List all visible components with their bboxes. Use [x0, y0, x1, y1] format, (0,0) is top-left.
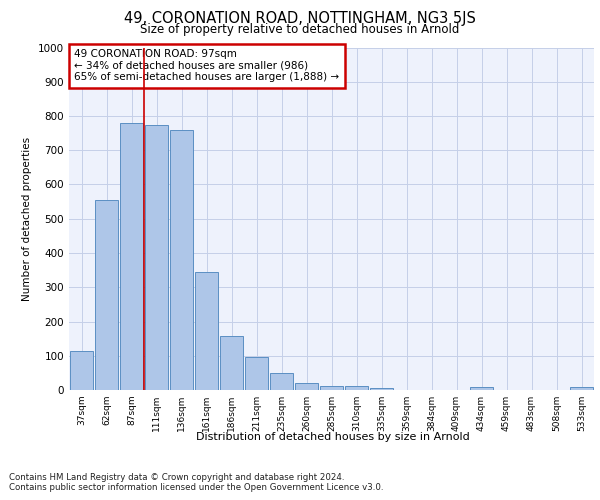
Bar [245, 357, 268, 390]
Bar [95, 200, 118, 390]
Bar [195, 272, 218, 390]
Text: Contains public sector information licensed under the Open Government Licence v3: Contains public sector information licen… [9, 484, 383, 492]
Bar [320, 386, 343, 390]
Bar [120, 123, 143, 390]
Text: Distribution of detached houses by size in Arnold: Distribution of detached houses by size … [196, 432, 470, 442]
Bar [220, 336, 243, 390]
Bar [295, 383, 318, 390]
Bar [370, 388, 393, 390]
Y-axis label: Number of detached properties: Number of detached properties [22, 136, 32, 301]
Text: 49, CORONATION ROAD, NOTTINGHAM, NG3 5JS: 49, CORONATION ROAD, NOTTINGHAM, NG3 5JS [124, 11, 476, 26]
Bar [470, 386, 493, 390]
Text: Size of property relative to detached houses in Arnold: Size of property relative to detached ho… [140, 22, 460, 36]
Text: 49 CORONATION ROAD: 97sqm
← 34% of detached houses are smaller (986)
65% of semi: 49 CORONATION ROAD: 97sqm ← 34% of detac… [74, 49, 340, 82]
Text: Contains HM Land Registry data © Crown copyright and database right 2024.: Contains HM Land Registry data © Crown c… [9, 472, 344, 482]
Bar [145, 124, 168, 390]
Bar [70, 352, 93, 390]
Bar [570, 386, 593, 390]
Bar [345, 386, 368, 390]
Bar [270, 373, 293, 390]
Bar [170, 130, 193, 390]
